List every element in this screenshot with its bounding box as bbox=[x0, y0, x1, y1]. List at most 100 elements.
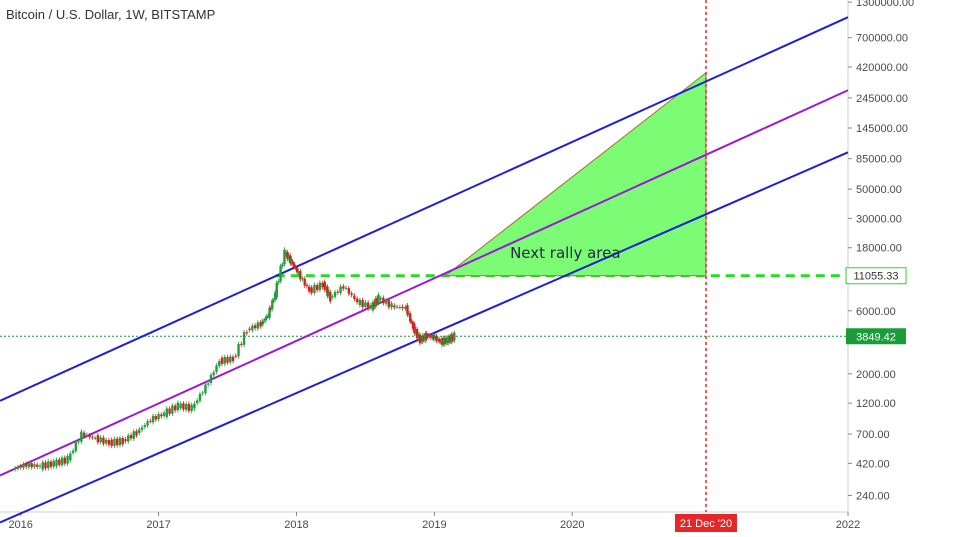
candle-body bbox=[190, 404, 193, 412]
candle-body bbox=[426, 335, 430, 337]
candle-body bbox=[264, 318, 267, 321]
candle-body bbox=[339, 286, 342, 293]
candle-body bbox=[329, 291, 332, 302]
candle-body bbox=[66, 455, 69, 464]
candle-body bbox=[207, 383, 210, 385]
candle-body bbox=[240, 343, 243, 345]
candle-body bbox=[289, 255, 292, 264]
candle-body bbox=[160, 414, 163, 417]
candle-body bbox=[24, 463, 28, 467]
candle-body bbox=[27, 462, 31, 468]
candle-body bbox=[265, 316, 269, 319]
candle-body bbox=[218, 361, 221, 366]
candle-body bbox=[435, 336, 438, 341]
candle-body bbox=[439, 341, 442, 343]
candle-body bbox=[132, 431, 135, 439]
y-tick-label: 1300000.00 bbox=[856, 0, 914, 9]
candle-body bbox=[410, 321, 413, 323]
candle-body bbox=[275, 282, 278, 298]
candle-body bbox=[69, 453, 72, 461]
candle-body bbox=[99, 437, 102, 443]
candle-body bbox=[93, 437, 97, 439]
candle-body bbox=[366, 302, 370, 309]
candle-body bbox=[355, 298, 359, 303]
candle-body bbox=[418, 334, 422, 344]
y-tick-label: 2000.00 bbox=[856, 369, 896, 381]
y-tick-label: 245000.00 bbox=[856, 93, 908, 105]
candle-body bbox=[272, 300, 275, 302]
candle-body bbox=[336, 291, 340, 293]
channel-line-middle bbox=[0, 89, 849, 477]
candle-body bbox=[149, 420, 152, 422]
candle-body bbox=[420, 337, 423, 342]
candle-body bbox=[409, 313, 412, 322]
candle-body bbox=[245, 332, 249, 334]
candle-body bbox=[377, 294, 380, 304]
y-tick-label: 420000.00 bbox=[856, 62, 908, 74]
candle-body bbox=[121, 438, 124, 445]
candle-body bbox=[151, 415, 155, 423]
candle-body bbox=[344, 287, 348, 289]
candle-body bbox=[195, 400, 199, 403]
candle-body bbox=[91, 436, 94, 438]
candle-body bbox=[443, 337, 446, 345]
candle-body bbox=[387, 300, 391, 308]
price-badge-label: 11055.33 bbox=[853, 271, 898, 283]
candle-body bbox=[379, 298, 382, 300]
candle-body bbox=[226, 357, 229, 363]
candle-body bbox=[286, 252, 289, 259]
x-tick-label: 2022 bbox=[836, 519, 860, 531]
candle-body bbox=[63, 457, 67, 464]
candle-body bbox=[215, 365, 218, 372]
candle-body bbox=[55, 459, 58, 467]
candle-body bbox=[107, 440, 111, 445]
candle-body bbox=[279, 265, 282, 282]
y-tick-label: 1200.00 bbox=[856, 398, 896, 410]
candle-body bbox=[333, 292, 337, 297]
price-badge bbox=[846, 328, 906, 345]
candle-body bbox=[223, 356, 226, 364]
candle-body bbox=[13, 468, 17, 470]
candle-body bbox=[384, 300, 388, 304]
candle-body bbox=[415, 329, 419, 339]
candle-body bbox=[358, 299, 362, 306]
candle-body bbox=[307, 286, 311, 292]
candle-body bbox=[448, 336, 452, 342]
candle-body bbox=[266, 315, 270, 317]
candle-body bbox=[118, 437, 122, 446]
candle-body bbox=[393, 305, 396, 308]
candle-body bbox=[297, 271, 300, 273]
candle-body bbox=[209, 374, 213, 384]
candle-body bbox=[301, 278, 304, 280]
candle-body bbox=[251, 325, 254, 331]
candle-body bbox=[398, 307, 402, 309]
candle-body bbox=[369, 304, 373, 309]
candle-body bbox=[124, 439, 127, 442]
candle-body bbox=[315, 285, 319, 291]
candle-body bbox=[71, 450, 75, 453]
candle-body bbox=[364, 302, 367, 307]
candle-body bbox=[373, 301, 376, 307]
candle-body bbox=[242, 332, 246, 345]
candle-body bbox=[342, 286, 345, 289]
candle-body bbox=[421, 335, 424, 342]
candle-body bbox=[429, 334, 433, 338]
candle-body bbox=[234, 355, 237, 357]
y-tick-label: 240.00 bbox=[856, 490, 890, 502]
candle-body bbox=[413, 323, 416, 334]
x-tick-label: 2017 bbox=[146, 519, 170, 531]
candle-body bbox=[268, 307, 271, 318]
candle-body bbox=[390, 303, 393, 308]
candle-body bbox=[432, 334, 435, 339]
candle-body bbox=[321, 282, 324, 288]
candle-body bbox=[436, 338, 439, 341]
candle-body bbox=[313, 284, 316, 293]
candle-body bbox=[407, 313, 411, 315]
candle-body bbox=[116, 438, 119, 446]
candle-body bbox=[318, 282, 322, 290]
x-tick-label: 2020 bbox=[560, 519, 584, 531]
candle-body bbox=[411, 322, 415, 329]
candle-body bbox=[256, 322, 260, 329]
candle-body bbox=[424, 333, 427, 341]
